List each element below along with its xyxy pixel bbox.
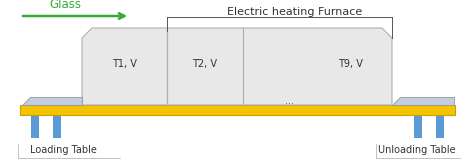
Polygon shape bbox=[392, 97, 454, 105]
Text: Glass: Glass bbox=[49, 0, 81, 11]
Text: T9, V: T9, V bbox=[337, 59, 363, 70]
Text: Loading Table: Loading Table bbox=[30, 145, 97, 155]
Bar bbox=[31, 115, 39, 138]
Bar bbox=[414, 115, 422, 138]
Text: T2, V: T2, V bbox=[192, 59, 218, 70]
Bar bbox=[53, 115, 61, 138]
Bar bbox=[436, 115, 444, 138]
Polygon shape bbox=[82, 28, 392, 105]
Bar bbox=[20, 105, 455, 115]
Text: Electric heating Furnace: Electric heating Furnace bbox=[228, 7, 363, 17]
Text: ...: ... bbox=[285, 96, 294, 106]
Polygon shape bbox=[22, 97, 82, 105]
Text: Unloading Table: Unloading Table bbox=[378, 145, 456, 155]
Text: T1, V: T1, V bbox=[111, 59, 137, 70]
